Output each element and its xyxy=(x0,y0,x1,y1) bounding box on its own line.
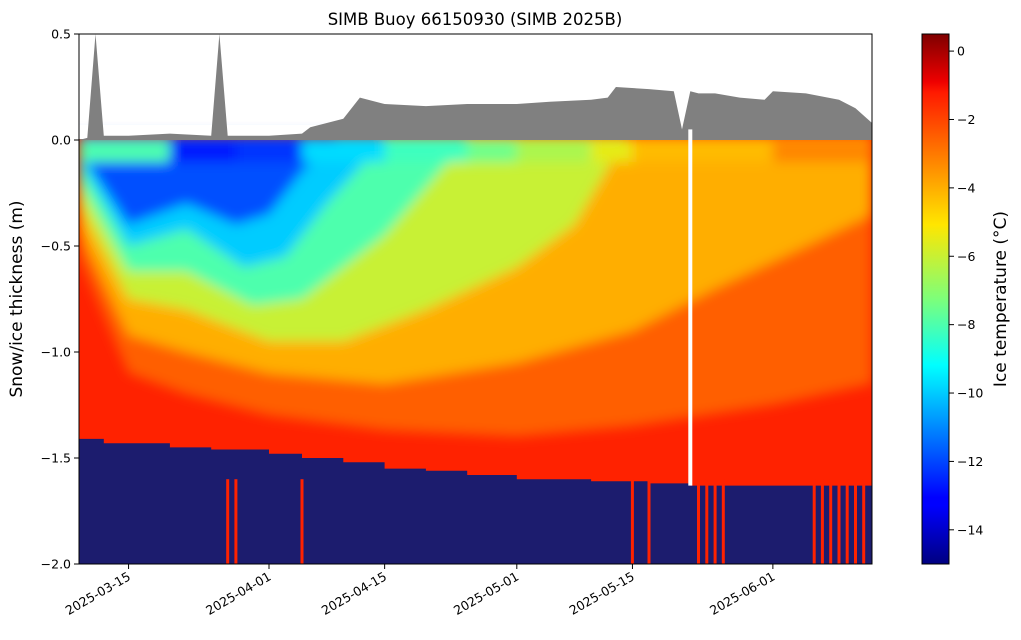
bottom-spike xyxy=(705,479,709,564)
plot-frame xyxy=(78,33,873,565)
bottom-spike xyxy=(300,479,304,564)
bottom-spike xyxy=(647,479,651,564)
bottom-spike xyxy=(845,479,849,564)
bottom-spike xyxy=(226,479,230,564)
ice-bottom-area xyxy=(79,438,872,564)
bottom-spike xyxy=(697,479,700,564)
colorbar-label: Ice temperature (°C) xyxy=(991,211,1011,387)
bottom-spike xyxy=(721,479,725,564)
y-tick-label: −1.0 xyxy=(41,345,71,360)
x-tick-label: 2025-06-01 xyxy=(707,569,777,618)
bottom-spike xyxy=(820,479,824,564)
y-axis: 0.5 0.0 −0.5 −1.0 −1.5 −2.0 xyxy=(41,27,79,572)
colorbar-tick-label: −2 xyxy=(957,112,975,127)
y-tick-label: −0.5 xyxy=(41,239,71,254)
colorbar-tick-label: 0 xyxy=(957,44,965,59)
surface-temp-cell xyxy=(384,140,469,162)
colorbar xyxy=(921,33,950,565)
colorbar-tick-label: −6 xyxy=(957,249,975,264)
chart-title: SIMB Buoy 66150930 (SIMB 2025B) xyxy=(328,10,623,29)
bottom-spike xyxy=(837,479,841,564)
surface-temp-cell xyxy=(632,140,774,162)
surface-temp-cell xyxy=(591,140,634,162)
colorbar-tick-label: −8 xyxy=(957,317,975,332)
bottom-spike xyxy=(234,479,238,564)
surface-temp-cell xyxy=(302,140,386,162)
x-tick-label: 2025-04-01 xyxy=(203,569,273,618)
x-tick-label: 2025-03-15 xyxy=(63,569,133,618)
y-tick-label: −2.0 xyxy=(41,557,71,572)
bottom-spike xyxy=(862,479,866,564)
plot-area xyxy=(79,34,872,564)
y-tick-label: 0.5 xyxy=(51,27,71,42)
surface-temp-cell xyxy=(235,140,303,162)
colorbar-tick-label: −12 xyxy=(957,454,983,469)
surface-temp-cell xyxy=(169,140,237,162)
bottom-spike xyxy=(829,479,833,564)
x-tick-label: 2025-04-15 xyxy=(319,569,389,618)
bottom-spike xyxy=(630,479,634,564)
colorbar-tick-label: −10 xyxy=(957,386,983,401)
bottom-spike xyxy=(812,479,816,564)
x-tick-label: 2025-05-15 xyxy=(567,569,637,618)
x-axis: 2025-03-15 2025-04-01 2025-04-15 2025-05-01… xyxy=(63,564,777,618)
bottom-spike xyxy=(713,479,717,564)
bottom-spike xyxy=(854,479,857,564)
data-gap-bar xyxy=(688,129,693,486)
snow-surface-area xyxy=(79,34,872,140)
colorbar-tick-label: −14 xyxy=(957,522,983,537)
x-tick-label: 2025-05-01 xyxy=(451,569,521,618)
y-tick-label: −1.5 xyxy=(41,451,71,466)
y-axis-label: Snow/ice thickness (m) xyxy=(7,200,27,397)
surface-temp-cell xyxy=(467,140,518,162)
surface-temp-cell xyxy=(772,140,872,162)
surface-temp-cell xyxy=(79,140,171,162)
colorbar-tick-label: −4 xyxy=(957,180,975,195)
surface-temp-cell xyxy=(516,140,593,162)
heatmap-isotherms xyxy=(79,135,872,437)
bottom-spikes xyxy=(226,479,866,564)
colorbar-axis: 0 −2 −4 −6 −8 −10 −12 −14 xyxy=(949,44,983,537)
y-tick-label: 0.0 xyxy=(51,133,71,148)
